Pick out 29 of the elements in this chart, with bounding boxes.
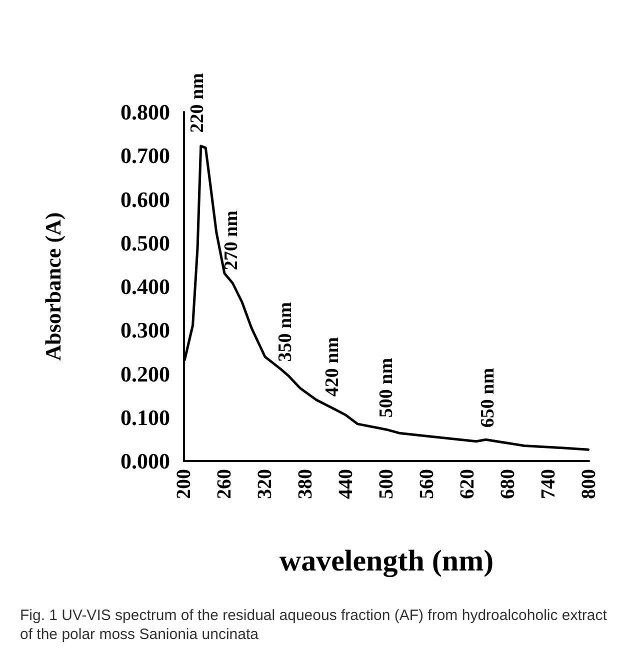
y-tick-label: 0.200	[120, 361, 170, 386]
annotation: 350 nm	[274, 302, 296, 362]
annotation: 270 nm	[220, 210, 242, 270]
y-tick-label: 0.100	[120, 404, 170, 430]
annotation: 500 nm	[376, 358, 397, 418]
annotation: 220 nm	[187, 72, 208, 133]
y-axis-title: Absorbance (A)	[40, 212, 66, 361]
caption: Fig. 1 UV-VIS spectrum of the residual aqueous fraction (AF) from hydroalcoholic extract of the polar moss Sanionia uncinata	[20, 607, 612, 643]
y-tick-label: 0.700	[120, 143, 170, 168]
x-tick-label: 380	[294, 469, 316, 499]
x-tick-label: 500	[376, 469, 398, 499]
y-tick-label: 0.500	[120, 230, 170, 256]
x-tick-label: 440	[335, 469, 357, 499]
x-tick-label: 320	[254, 469, 276, 499]
y-tick-label: 0.300	[120, 318, 170, 343]
x-tick-label: 800	[578, 469, 600, 499]
x-tick-label: 620	[456, 469, 478, 499]
x-tick-label: 260	[214, 469, 236, 499]
x-tick-label: 560	[416, 469, 438, 499]
annotation: 650 nm	[477, 368, 498, 428]
y-tick-label: 0.000	[120, 448, 170, 474]
y-tick-label: 0.600	[120, 186, 170, 212]
y-tick-label: 0.800	[120, 100, 170, 124]
annotation: 420 nm	[322, 336, 343, 397]
y-tick-label: 0.400	[120, 274, 170, 299]
x-tick-label: 200	[173, 469, 195, 499]
x-tick-label: 740	[538, 469, 560, 499]
x-tick-label: 680	[497, 469, 519, 499]
x-axis-title: wavelength (nm)	[279, 544, 494, 578]
